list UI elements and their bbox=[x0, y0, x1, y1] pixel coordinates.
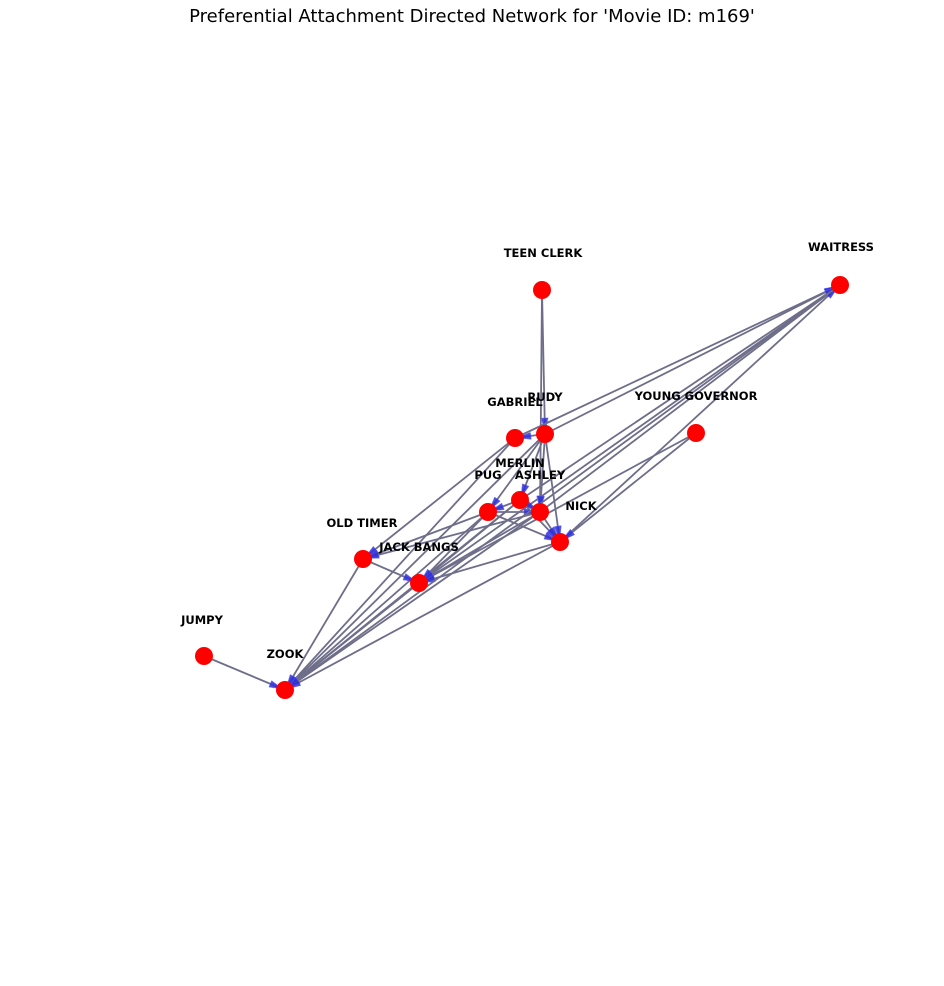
edge-jack_bangs-to-waitress bbox=[418, 284, 841, 584]
edge-merlin-to-waitress bbox=[519, 284, 841, 501]
node-label-merlin: MERLIN bbox=[495, 456, 544, 470]
node-merlin bbox=[511, 491, 529, 509]
node-label-waitress: WAITRESS bbox=[808, 240, 874, 254]
figure-title: Preferential Attachment Directed Network… bbox=[189, 6, 755, 27]
node-gabriel bbox=[506, 429, 524, 447]
edge-rudy-to-zook bbox=[284, 433, 546, 691]
node-waitress bbox=[831, 276, 849, 294]
edge-rudy-to-nick bbox=[544, 433, 561, 543]
edge-pug-to-zook bbox=[284, 511, 489, 691]
node-label-young-governor: YOUNG GOVERNOR bbox=[634, 389, 758, 403]
nodes-layer bbox=[195, 276, 849, 699]
edge-teen_clerk-to-ashley bbox=[539, 289, 543, 513]
edge-gabriel-to-zook bbox=[284, 437, 516, 691]
edge-nick-to-zook bbox=[284, 541, 561, 691]
node-label-zook: ZOOK bbox=[267, 647, 305, 661]
edge-young_governor-to-nick bbox=[559, 432, 697, 543]
node-label-gabriel: GABRIEL bbox=[487, 395, 543, 409]
edge-jack_bangs-to-zook bbox=[284, 582, 420, 691]
node-old-timer bbox=[354, 550, 372, 568]
node-label-jack-bangs: JACK BANGS bbox=[378, 540, 459, 554]
node-jumpy bbox=[195, 647, 213, 665]
node-label-jumpy: JUMPY bbox=[180, 613, 223, 627]
node-label-pug: PUG bbox=[474, 468, 501, 482]
edge-ashley-to-zook bbox=[284, 511, 541, 691]
edge-gabriel-to-waitress bbox=[514, 284, 841, 439]
node-teen-clerk bbox=[533, 281, 551, 299]
node-label-rudy: RUDY bbox=[527, 390, 563, 404]
node-label-ashley: ASHLEY bbox=[515, 468, 566, 482]
edge-nick-to-waitress bbox=[559, 284, 841, 543]
node-zook bbox=[276, 681, 294, 699]
node-pug bbox=[479, 503, 497, 521]
edge-ashley-to-waitress bbox=[539, 284, 841, 513]
node-ashley bbox=[531, 503, 549, 521]
edge-rudy-to-waitress bbox=[544, 284, 841, 435]
node-young-governor bbox=[687, 424, 705, 442]
edge-young_governor-to-jack_bangs bbox=[418, 432, 697, 584]
node-rudy bbox=[536, 425, 554, 443]
edge-old_timer-to-zook bbox=[284, 558, 364, 691]
edge-waitress-to-zook bbox=[284, 284, 841, 691]
edges-layer bbox=[203, 284, 841, 691]
node-label-old-timer: OLD TIMER bbox=[327, 516, 398, 530]
edge-ashley-to-old_timer bbox=[362, 511, 541, 560]
edge-gabriel-to-old_timer bbox=[362, 437, 516, 560]
node-label-nick: NICK bbox=[565, 499, 597, 513]
edge-pug-to-jack_bangs bbox=[418, 511, 489, 584]
node-nick bbox=[551, 533, 569, 551]
node-jack-bangs bbox=[410, 574, 428, 592]
node-label-teen-clerk: TEEN CLERK bbox=[504, 246, 584, 260]
edge-pug-to-old_timer bbox=[362, 511, 489, 560]
